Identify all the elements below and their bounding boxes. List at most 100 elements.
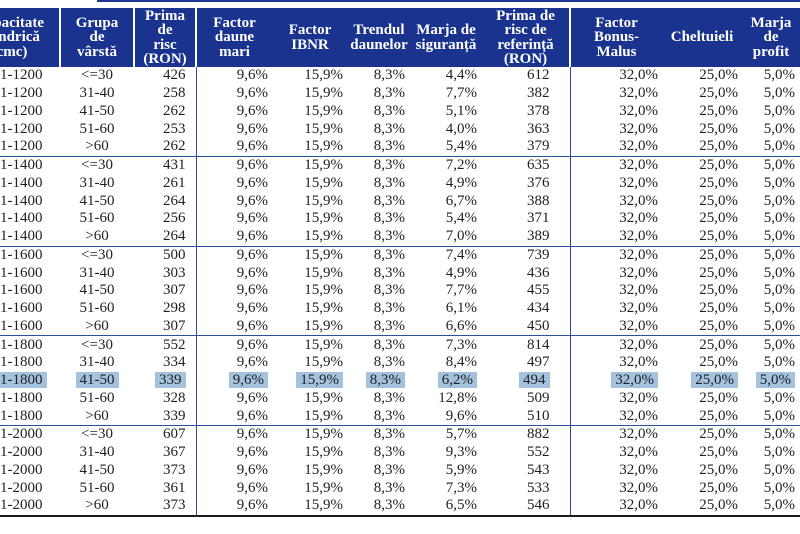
cell-capacitate-cilindrica[interactable]: 1201-1400	[0, 210, 60, 228]
cell-trendul-daunelor[interactable]: 8,3%	[348, 192, 410, 210]
cell-factor-daune-mari[interactable]: 9,6%	[195, 227, 272, 246]
cell-marja-siguranta[interactable]: 6,2%	[410, 372, 482, 390]
cell-prima-risc-referinta[interactable]: 882	[482, 424, 570, 444]
cell-factor-daune-mari[interactable]: 9,6%	[195, 210, 272, 228]
cell-prima-risc-referinta[interactable]: 376	[482, 175, 570, 193]
cell-marja-profit[interactable]: 5,0%	[742, 424, 800, 444]
cell-factor-daune-mari[interactable]: 9,6%	[195, 424, 272, 444]
cell-marja-profit[interactable]: 5,0%	[742, 103, 800, 121]
cell-grupa-varsta[interactable]: >60	[60, 318, 134, 336]
cell-marja-profit[interactable]: 5,0%	[742, 318, 800, 336]
cell-cheltuieli[interactable]: 25,0%	[662, 372, 742, 390]
cell-factor-ibnr[interactable]: 15,9%	[272, 175, 348, 193]
cell-marja-siguranta[interactable]: 9,6%	[410, 407, 482, 425]
cell-capacitate-cilindrica[interactable]: 1401-1600	[0, 245, 60, 265]
cell-trendul-daunelor[interactable]: 8,3%	[348, 138, 410, 156]
cell-prima-risc-referinta[interactable]: 543	[482, 462, 570, 480]
cell-marja-profit[interactable]: 5,0%	[742, 444, 800, 462]
cell-prima-risc[interactable]: 431	[134, 155, 196, 175]
cell-marja-profit[interactable]: 5,0%	[742, 407, 800, 425]
cell-trendul-daunelor[interactable]: 8,3%	[348, 335, 410, 354]
cell-factor-ibnr[interactable]: 15,9%	[272, 300, 348, 318]
cell-factor-daune-mari[interactable]: 9,6%	[195, 67, 272, 85]
cell-trendul-daunelor[interactable]: 8,3%	[348, 228, 410, 246]
cell-cheltuieli[interactable]: 25,0%	[662, 390, 742, 408]
cell-factor-ibnr[interactable]: 15,9%	[272, 282, 348, 300]
cell-prima-risc-referinta[interactable]: 378	[482, 103, 570, 121]
cell-trendul-daunelor[interactable]: 8,3%	[348, 245, 410, 265]
cell-factor-bonus-malus[interactable]: 32,0%	[569, 389, 662, 408]
cell-capacitate-cilindrica[interactable]: 1201-1400	[0, 175, 60, 193]
cell-factor-bonus-malus[interactable]: 32,0%	[569, 84, 662, 103]
cell-marja-siguranta[interactable]: 9,3%	[410, 444, 482, 462]
cell-prima-risc-referinta[interactable]: 612	[482, 67, 570, 85]
cell-marja-profit[interactable]: 5,0%	[742, 479, 800, 497]
cell-prima-risc[interactable]: 339	[134, 372, 196, 390]
cell-marja-profit[interactable]: 5,0%	[742, 497, 800, 517]
cell-prima-risc[interactable]: 373	[134, 497, 196, 517]
cell-factor-bonus-malus[interactable]: 32,0%	[569, 155, 662, 175]
cell-factor-daune-mari[interactable]: 9,6%	[195, 371, 272, 390]
cell-marja-siguranta[interactable]: 7,3%	[410, 479, 482, 497]
cell-capacitate-cilindrica[interactable]: 1401-1600	[0, 264, 60, 282]
cell-factor-bonus-malus[interactable]: 32,0%	[569, 407, 662, 426]
cell-marja-profit[interactable]: 5,0%	[742, 85, 800, 103]
cell-factor-daune-mari[interactable]: 9,6%	[195, 354, 272, 372]
cell-cheltuieli[interactable]: 25,0%	[662, 264, 742, 282]
cell-prima-risc-referinta[interactable]: 436	[482, 264, 570, 282]
cell-trendul-daunelor[interactable]: 8,3%	[348, 318, 410, 336]
cell-prima-risc[interactable]: 307	[134, 318, 196, 336]
cell-trendul-daunelor[interactable]: 8,3%	[348, 210, 410, 228]
cell-prima-risc-referinta[interactable]: 450	[482, 318, 570, 336]
cell-grupa-varsta[interactable]: 31-40	[60, 354, 134, 372]
cell-factor-ibnr[interactable]: 15,9%	[272, 67, 348, 85]
cell-marja-profit[interactable]: 5,0%	[742, 300, 800, 318]
cell-trendul-daunelor[interactable]: 8,3%	[348, 155, 410, 175]
cell-marja-siguranta[interactable]: 5,4%	[410, 138, 482, 156]
cell-grupa-varsta[interactable]: 51-60	[60, 120, 134, 138]
cell-factor-ibnr[interactable]: 15,9%	[272, 335, 348, 354]
cell-prima-risc[interactable]: 552	[134, 335, 196, 354]
cell-marja-siguranta[interactable]: 7,4%	[410, 245, 482, 265]
cell-factor-bonus-malus[interactable]: 32,0%	[569, 174, 662, 193]
cell-marja-profit[interactable]: 5,0%	[742, 390, 800, 408]
cell-marja-siguranta[interactable]: 5,9%	[410, 462, 482, 480]
cell-cheltuieli[interactable]: 25,0%	[662, 245, 742, 265]
cell-trendul-daunelor[interactable]: 8,3%	[348, 175, 410, 193]
cell-cheltuieli[interactable]: 25,0%	[662, 318, 742, 336]
cell-capacitate-cilindrica[interactable]: 1601-1800	[0, 407, 60, 425]
cell-factor-bonus-malus[interactable]: 32,0%	[569, 299, 662, 318]
cell-trendul-daunelor[interactable]: 8,3%	[348, 479, 410, 497]
cell-factor-daune-mari[interactable]: 9,6%	[195, 102, 272, 121]
cell-factor-daune-mari[interactable]: 9,6%	[195, 84, 272, 103]
cell-cheltuieli[interactable]: 25,0%	[662, 444, 742, 462]
cell-factor-ibnr[interactable]: 15,9%	[272, 462, 348, 480]
cell-trendul-daunelor[interactable]: 8,3%	[348, 67, 410, 85]
cell-prima-risc-referinta[interactable]: 497	[482, 354, 570, 372]
cell-factor-ibnr[interactable]: 15,9%	[272, 245, 348, 265]
cell-cheltuieli[interactable]: 25,0%	[662, 155, 742, 175]
cell-factor-ibnr[interactable]: 15,9%	[272, 444, 348, 462]
cell-factor-bonus-malus[interactable]: 32,0%	[569, 120, 662, 138]
cell-capacitate-cilindrica[interactable]: 1801-2000	[0, 497, 60, 517]
cell-factor-bonus-malus[interactable]: 32,0%	[569, 192, 662, 210]
cell-trendul-daunelor[interactable]: 8,3%	[348, 390, 410, 408]
cell-marja-profit[interactable]: 5,0%	[742, 192, 800, 210]
cell-grupa-varsta[interactable]: <=30	[60, 424, 134, 444]
cell-cheltuieli[interactable]: 25,0%	[662, 354, 742, 372]
cell-trendul-daunelor[interactable]: 8,3%	[348, 462, 410, 480]
cell-grupa-varsta[interactable]: 41-50	[60, 103, 134, 121]
cell-grupa-varsta[interactable]: 51-60	[60, 479, 134, 497]
cell-factor-daune-mari[interactable]: 9,6%	[195, 192, 272, 210]
cell-prima-risc-referinta[interactable]: 382	[482, 85, 570, 103]
cell-factor-daune-mari[interactable]: 9,6%	[195, 335, 272, 354]
cell-marja-profit[interactable]: 5,0%	[742, 155, 800, 175]
cell-cheltuieli[interactable]: 25,0%	[662, 479, 742, 497]
cell-factor-bonus-malus[interactable]: 32,0%	[569, 461, 662, 480]
cell-marja-profit[interactable]: 5,0%	[742, 67, 800, 85]
cell-factor-ibnr[interactable]: 15,9%	[272, 424, 348, 444]
cell-factor-ibnr[interactable]: 15,9%	[272, 497, 348, 517]
cell-trendul-daunelor[interactable]: 8,3%	[348, 444, 410, 462]
cell-grupa-varsta[interactable]: >60	[60, 407, 134, 425]
cell-marja-siguranta[interactable]: 4,4%	[410, 67, 482, 85]
